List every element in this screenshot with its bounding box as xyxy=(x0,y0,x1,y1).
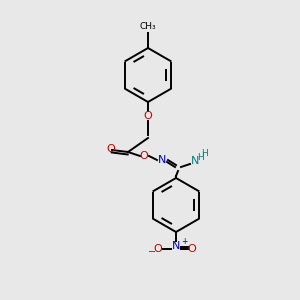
Text: O: O xyxy=(106,144,116,154)
Text: O: O xyxy=(140,151,148,161)
Text: H: H xyxy=(201,149,207,158)
Text: O: O xyxy=(154,244,162,254)
Text: N: N xyxy=(158,155,166,165)
Text: N: N xyxy=(191,156,199,166)
Text: O: O xyxy=(144,111,152,121)
Text: N: N xyxy=(172,241,180,251)
Text: H: H xyxy=(198,154,204,163)
Text: +: + xyxy=(181,236,188,245)
Text: O: O xyxy=(188,244,196,254)
Text: −: − xyxy=(148,247,156,257)
Text: CH₃: CH₃ xyxy=(140,22,156,31)
